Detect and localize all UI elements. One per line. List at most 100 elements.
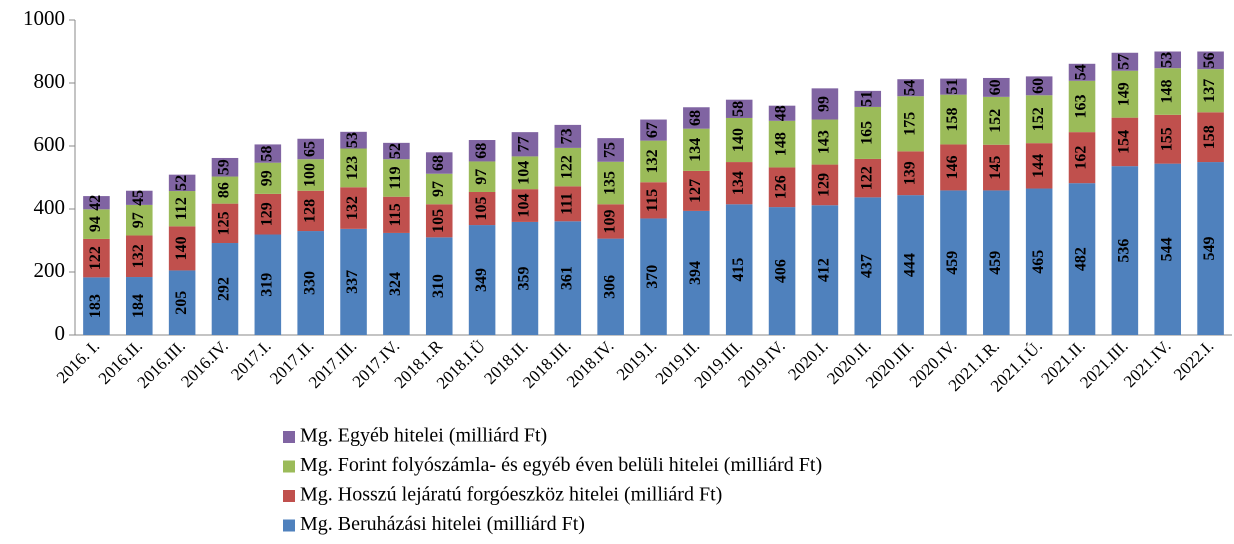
- data-label: 105: [473, 197, 490, 221]
- data-label: 437: [858, 254, 875, 278]
- bar-segment: [83, 238, 110, 278]
- bar-segment: [1154, 68, 1182, 115]
- data-label: 444: [901, 253, 918, 277]
- bar-segment: [897, 151, 924, 196]
- bar-segment: [597, 161, 624, 205]
- bar-segment: [1025, 188, 1053, 335]
- y-tick-label: 200: [34, 258, 66, 282]
- bar-segment: [897, 96, 924, 152]
- data-label: 349: [473, 268, 490, 292]
- bar-segment: [811, 88, 839, 120]
- bar-segment: [1197, 69, 1224, 113]
- data-label: 97: [130, 212, 147, 228]
- bar-segment: [554, 147, 582, 187]
- data-label: 57: [1116, 54, 1133, 70]
- bar-segment: [511, 156, 539, 190]
- bar-segment: [768, 167, 796, 208]
- bar-segment: [211, 157, 239, 177]
- x-tick-label: 2017.III.: [305, 336, 360, 391]
- bar-segment: [683, 128, 710, 171]
- bar-segment: [983, 96, 1010, 145]
- data-label: 143: [816, 130, 833, 154]
- bar-segment: [725, 117, 753, 163]
- bar-segment: [254, 162, 282, 194]
- bar-segment: [683, 210, 710, 335]
- bar-segment: [468, 225, 496, 335]
- data-label: 162: [1073, 146, 1090, 170]
- data-label: 134: [730, 171, 747, 195]
- bar-segment: [83, 196, 110, 210]
- y-tick-label: 600: [34, 132, 66, 156]
- data-label: 406: [773, 259, 790, 283]
- bar-segment: [983, 190, 1010, 335]
- bar-segment: [168, 270, 196, 335]
- data-label: 165: [858, 121, 875, 145]
- bar-segment: [511, 221, 539, 335]
- bar-segment: [1111, 117, 1139, 167]
- bar-segment: [897, 79, 924, 97]
- x-tick-label: 2018.IV.: [563, 336, 618, 391]
- bar-segment: [168, 226, 196, 271]
- bar-segment: [125, 235, 153, 278]
- bar-segment: [468, 161, 496, 192]
- bar-segment: [211, 176, 239, 204]
- bar-segment: [340, 187, 367, 229]
- data-label: 51: [858, 91, 875, 107]
- x-tick-label: 2019.IV.: [734, 336, 789, 391]
- data-label: 370: [644, 265, 661, 289]
- bar-segment: [1111, 166, 1139, 335]
- data-label: 99: [259, 170, 276, 186]
- data-label: 125: [216, 211, 233, 235]
- data-label: 104: [516, 194, 533, 218]
- data-label: 415: [730, 258, 747, 282]
- bar-segment: [640, 140, 667, 183]
- data-label: 549: [1201, 237, 1218, 261]
- x-tick-label: 2021.IV.: [1120, 336, 1175, 391]
- data-label: 155: [1158, 127, 1175, 151]
- bar-segment: [511, 189, 539, 222]
- data-label: 129: [259, 202, 276, 226]
- bar-segment: [1197, 162, 1224, 335]
- data-label: 163: [1073, 94, 1090, 118]
- data-label: 53: [1158, 52, 1175, 68]
- data-label: 104: [516, 161, 533, 185]
- data-label: 67: [644, 122, 661, 138]
- bar-segment: [254, 144, 282, 163]
- bar-segment: [468, 191, 496, 226]
- x-tick-label: 2020.III.: [862, 336, 917, 391]
- bar-segment: [683, 107, 710, 129]
- data-label: 152: [1030, 107, 1047, 131]
- data-label: 97: [473, 169, 490, 185]
- x-tick-label: 2022.I.: [1170, 336, 1217, 383]
- data-label: 324: [387, 272, 404, 296]
- bar-segment: [168, 174, 196, 192]
- bar-segment: [640, 119, 667, 141]
- bar-segment: [597, 204, 624, 239]
- data-label: 58: [730, 101, 747, 117]
- bar-segment: [854, 90, 882, 107]
- data-label: 100: [301, 163, 318, 187]
- legend-swatch: [283, 431, 295, 443]
- bar-segment: [897, 195, 924, 335]
- bar-segment: [297, 190, 324, 232]
- data-label: 53: [344, 132, 361, 148]
- bar-segment: [340, 228, 367, 335]
- legend-label: Mg. Hosszú lejáratú forgóeszköz hitelei …: [300, 484, 722, 506]
- bar-segment: [211, 203, 239, 244]
- data-label: 129: [816, 173, 833, 197]
- bar-segment: [125, 277, 153, 335]
- bar-segment: [425, 237, 453, 335]
- bar-segment: [297, 138, 324, 160]
- data-label: 359: [516, 266, 533, 290]
- bar-segment: [383, 196, 410, 233]
- data-label: 139: [901, 161, 918, 185]
- data-label: 205: [173, 291, 190, 315]
- bar-segment: [297, 231, 324, 335]
- bar-segment: [383, 232, 410, 335]
- data-label: 52: [173, 175, 190, 191]
- x-tick-label: 2019.III.: [691, 336, 746, 391]
- data-label: 459: [987, 251, 1004, 275]
- bar-segment: [640, 218, 667, 335]
- data-label: 175: [901, 112, 918, 136]
- data-label: 306: [601, 275, 618, 299]
